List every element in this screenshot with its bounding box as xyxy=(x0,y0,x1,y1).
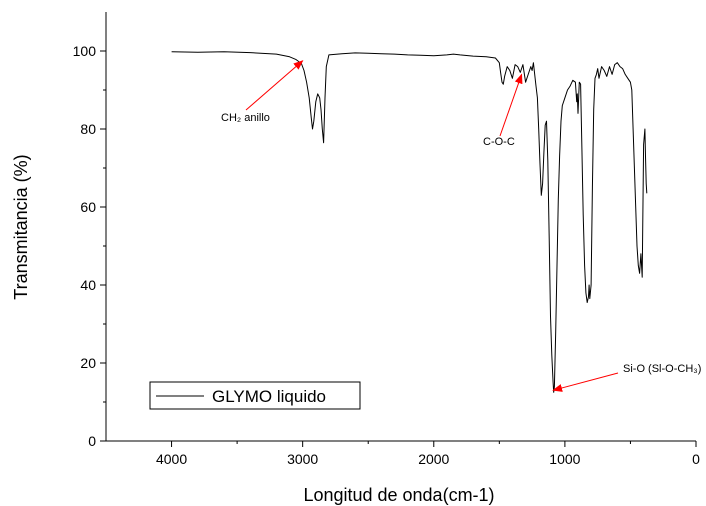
annotation-arrow xyxy=(499,73,523,137)
y-tick-label: 100 xyxy=(73,43,97,59)
spectrum-line xyxy=(171,51,648,393)
y-tick-label: 0 xyxy=(88,433,96,449)
legend-series-label: GLYMO liquido xyxy=(212,387,326,406)
legend: GLYMO liquido xyxy=(149,381,361,410)
series-layer xyxy=(171,51,648,393)
annotation-label: Si-O (Sl-O-CH₃) xyxy=(623,363,701,375)
annotation-arrow xyxy=(245,60,304,111)
y-tick-label: 20 xyxy=(80,355,96,371)
annotation-label: CH₂ anillo xyxy=(221,112,270,124)
x-tick-label: 2000 xyxy=(418,451,449,467)
tick-labels: 4000 3000 2000 1000 0 0 20 40 60 80 100 xyxy=(73,43,700,467)
annotation-arrow xyxy=(552,372,619,392)
y-tick-label: 60 xyxy=(80,199,96,215)
axes xyxy=(105,12,696,442)
x-tick-label: 1000 xyxy=(549,451,580,467)
annotations: CH₂ anillo C-O-C Si-O (Sl-O-CH₃) xyxy=(221,60,701,392)
annotation-label: C-O-C xyxy=(483,136,515,148)
y-tick-label: 80 xyxy=(80,121,96,137)
x-tick-label: 4000 xyxy=(156,451,187,467)
x-axis-title: Longitud de onda(cm-1) xyxy=(303,485,494,505)
y-tick-label: 40 xyxy=(80,277,96,293)
x-tick-label: 3000 xyxy=(287,451,318,467)
y-axis-title: Transmitancia (%) xyxy=(11,154,31,299)
x-tick-label: 0 xyxy=(692,451,700,467)
tick-marks xyxy=(100,50,697,447)
